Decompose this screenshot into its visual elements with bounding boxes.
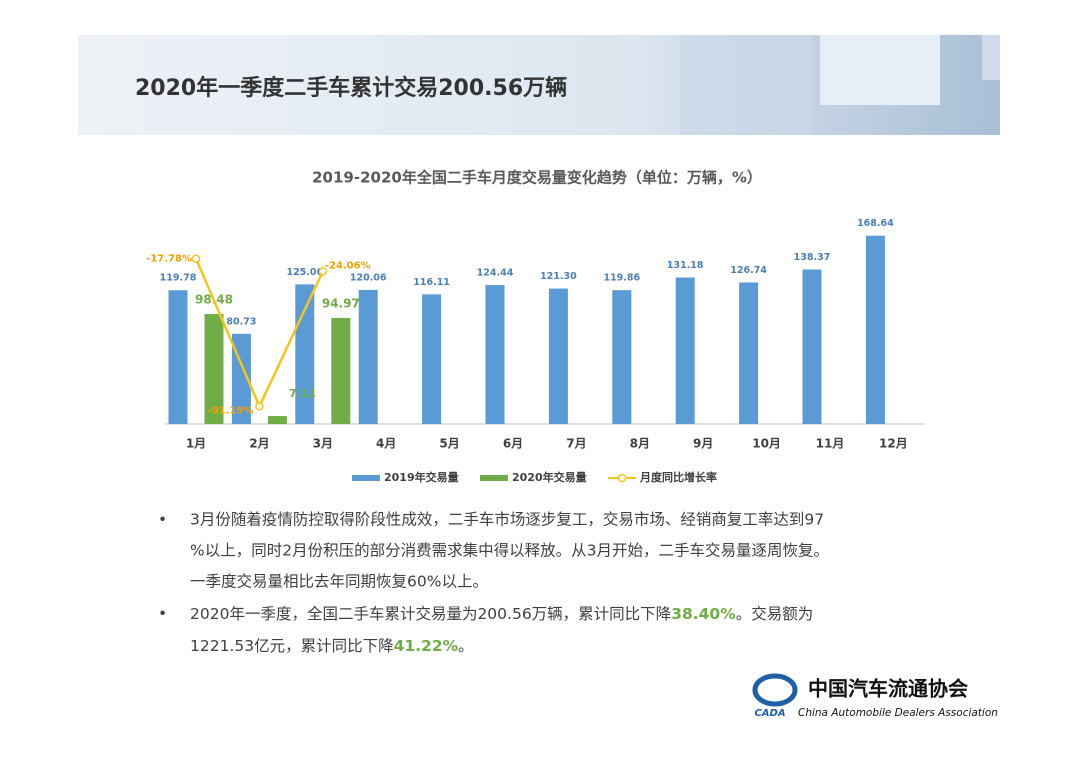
line-point (255, 402, 264, 411)
legend-label: 月度同比增长率 (639, 470, 717, 484)
bullet-text: %以上，同时2月份积压的部分消费需求集中得以释放。从3月开始，二手车交易量逐周恢… (190, 542, 829, 560)
line-point (191, 254, 201, 263)
text-run: 1221.53亿元，累计同比下降 (190, 637, 394, 655)
bar (295, 284, 315, 424)
bullet-text: 1221.53亿元，累计同比下降41.22%。 (190, 637, 474, 655)
data-label: 124.44 (477, 268, 514, 279)
data-label: 126.74 (730, 265, 767, 276)
data-label: 116.11 (413, 277, 450, 288)
x-tick-label: 7月 (566, 437, 586, 451)
x-tick-label: 1月 (186, 437, 206, 451)
bar (739, 282, 759, 424)
x-tick-label: 4月 (376, 437, 396, 451)
cube (680, 35, 810, 135)
text-run: 2020年一季度，全国二手车累计交易量为200.56万辆，累计同比下降 (190, 605, 671, 623)
x-tick-label: 12月 (879, 437, 908, 451)
x-tick-label: 6月 (503, 437, 523, 451)
legend-label: 2020年交易量 (512, 470, 587, 484)
highlight: 38.40% (671, 605, 736, 623)
logo-mark (752, 673, 798, 707)
bar (548, 288, 568, 424)
data-label: 121.30 (540, 271, 577, 282)
data-label: -91.19% (208, 405, 254, 416)
bar (204, 314, 224, 424)
data-label: 125.06 (286, 267, 323, 278)
line-point (318, 267, 328, 276)
legend-swatch (352, 475, 380, 481)
data-label: 138.37 (794, 252, 831, 263)
data-label: -24.06% (325, 260, 371, 271)
bar (612, 290, 632, 424)
logo-english: China Automobile Dealers Association (798, 707, 998, 719)
x-tick-label: 2月 (249, 437, 269, 451)
x-tick-label: 11月 (816, 437, 845, 451)
bar (267, 416, 287, 424)
text-run: 。 (458, 637, 474, 655)
x-tick-label: 9月 (693, 437, 713, 451)
text-run: 。交易额为 (736, 605, 814, 623)
bar (168, 290, 188, 424)
bullet-dot: • (158, 605, 167, 623)
data-label: 168.64 (857, 218, 894, 229)
x-tick-label: 3月 (313, 437, 333, 451)
x-tick-label: 5月 (439, 437, 459, 451)
header-title: 2020年一季度二手车累计交易200.56万辆 (135, 75, 567, 101)
x-tick-label: 8月 (630, 437, 650, 451)
x-tick-label: 10月 (752, 437, 781, 451)
bullet-text: 3月份随着疫情防控取得阶段性成效，二手车市场逐步复工，交易市场、经销商复工率达到… (190, 511, 824, 529)
legend-swatch (617, 473, 627, 483)
bar (358, 289, 378, 424)
bar (331, 317, 351, 424)
bullet-text: 2020年一季度，全国二手车累计交易量为200.56万辆，累计同比下降38.40… (190, 605, 813, 623)
data-label: 119.86 (603, 273, 640, 284)
highlight: 41.22% (394, 637, 459, 655)
bar (802, 269, 822, 424)
data-label: 119.78 (160, 273, 197, 284)
data-label: 94.97 (322, 296, 360, 310)
logo-name: 中国汽车流通协会 (808, 677, 968, 701)
logo-abbr: CADA (754, 708, 785, 719)
bullet-dot: • (158, 511, 167, 529)
bar (422, 294, 442, 424)
data-label: -17.78% (146, 254, 192, 265)
data-label: 131.18 (667, 260, 704, 271)
legend-swatch (480, 475, 508, 481)
cube (982, 35, 1000, 80)
data-label: 7.11 (289, 387, 316, 400)
data-label: 80.73 (226, 316, 256, 327)
data-label: 120.06 (350, 272, 387, 283)
legend-label: 2019年交易量 (384, 470, 459, 484)
bar (675, 277, 695, 424)
cube (820, 35, 940, 105)
bar (865, 235, 885, 424)
bullet-text: 一季度交易量相比去年同期恢复60%以上。 (190, 573, 488, 591)
chart-title: 2019-2020年全国二手车月度交易量变化趋势（单位：万辆，%） (312, 169, 762, 187)
bar (485, 285, 505, 424)
